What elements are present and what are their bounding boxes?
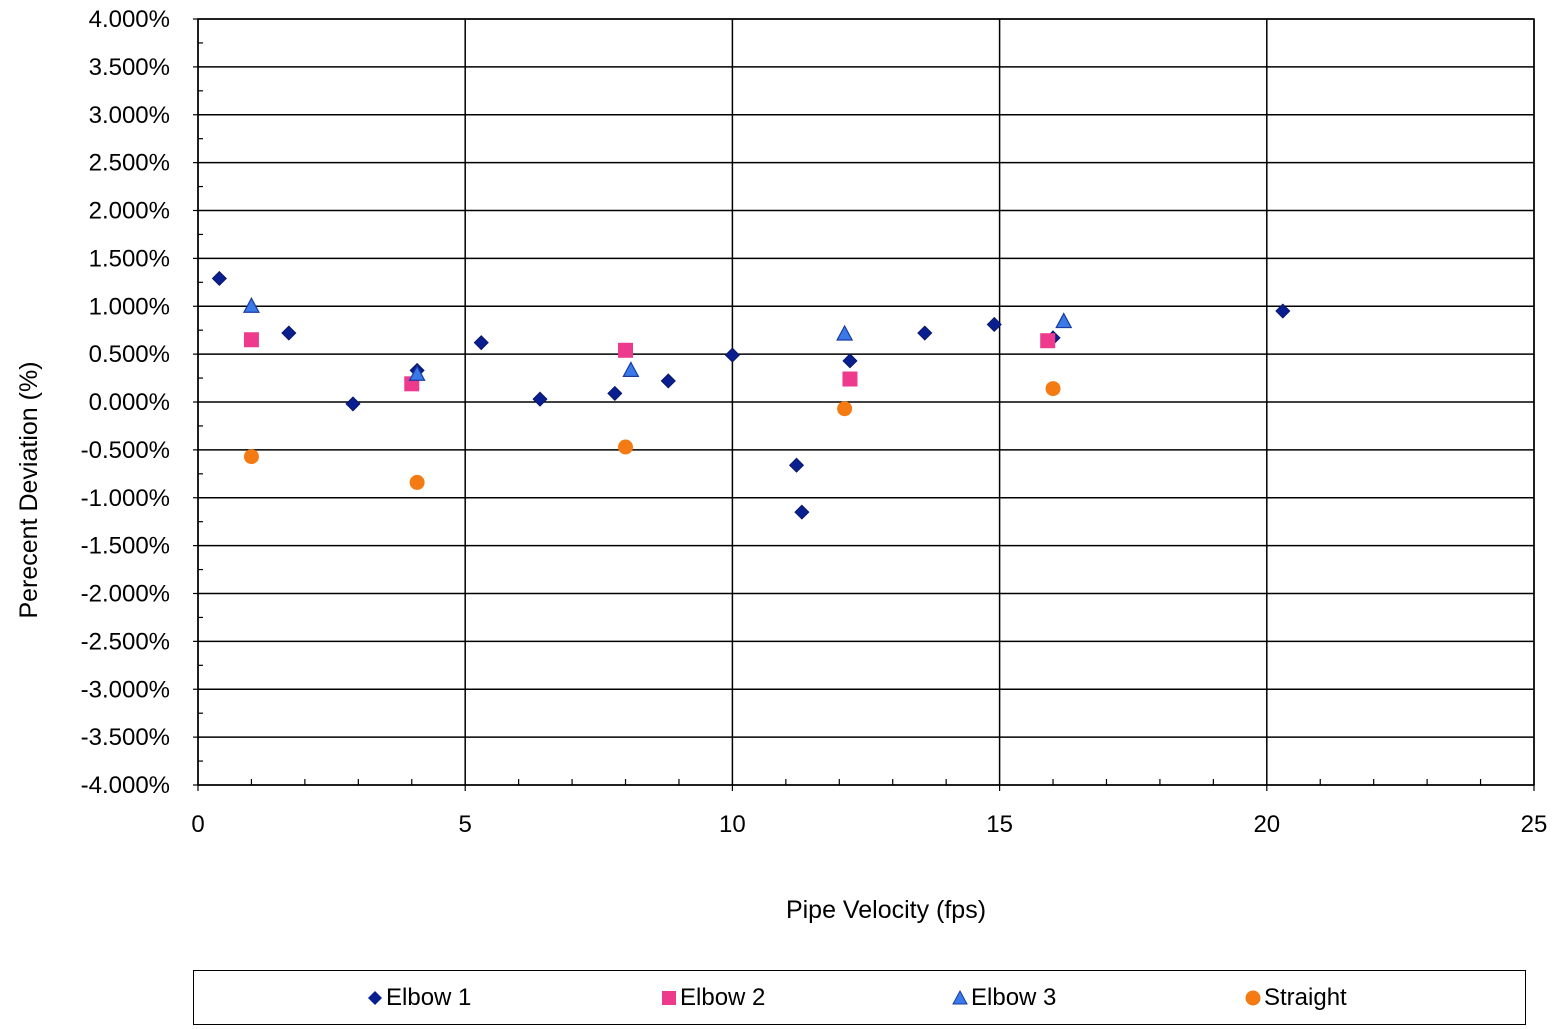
x-axis-title: Pipe Velocity (fps) xyxy=(786,896,986,924)
y-tick-labels: 4.000% 3.500% 3.000% 2.500% 2.000% 1.500% 1.00… xyxy=(81,6,170,799)
point-elbow-2 xyxy=(842,371,858,387)
y-tick-label: -1.500% xyxy=(81,533,170,560)
point-elbow-1 xyxy=(211,270,227,287)
y-tick-label: 0.500% xyxy=(89,341,170,368)
y-tick-label: -2.500% xyxy=(81,628,170,655)
point-straight xyxy=(837,401,853,417)
point-elbow-3 xyxy=(1055,312,1073,329)
x-tick-label: 25 xyxy=(1521,811,1548,838)
point-elbow-3 xyxy=(836,324,854,341)
legend-label: Straight xyxy=(1264,983,1347,1011)
scatter-chart: 4.000% 3.500% 3.000% 2.500% 2.000% 1.500% 1.00… xyxy=(15,6,1547,924)
point-straight xyxy=(243,449,259,465)
y-tick-label: -3.500% xyxy=(81,724,170,751)
y-tick-label: 2.000% xyxy=(89,198,170,225)
point-elbow-3 xyxy=(622,361,640,378)
point-elbow-1 xyxy=(345,396,361,412)
point-straight xyxy=(618,439,634,455)
data-points xyxy=(211,270,1291,520)
chart-legend: Elbow 1 Elbow 2 Elbow 3 Straight xyxy=(193,970,1526,1025)
y-tick-label: -0.500% xyxy=(81,437,170,464)
y-tick-label: 3.000% xyxy=(89,102,170,129)
y-tick-label: 2.500% xyxy=(89,150,170,177)
point-elbow-1 xyxy=(724,347,740,363)
point-elbow-2 xyxy=(618,342,634,358)
point-elbow-1 xyxy=(660,373,676,389)
point-elbow-1 xyxy=(1275,303,1291,319)
point-straight xyxy=(409,474,425,490)
legend-label: Elbow 2 xyxy=(680,983,766,1011)
point-elbow-1 xyxy=(281,325,297,341)
x-tick-label: 10 xyxy=(719,811,746,838)
grid-lines xyxy=(197,18,1535,786)
point-elbow-1 xyxy=(842,353,858,369)
axis-ticks xyxy=(193,18,1535,791)
x-tick-labels: 0 5 10 15 20 25 xyxy=(191,811,1547,838)
legend-item-elbow-3: Elbow 3 xyxy=(951,971,1056,1024)
legend-item-elbow-1: Elbow 1 xyxy=(366,971,471,1024)
point-elbow-1 xyxy=(794,504,810,520)
point-elbow-1 xyxy=(917,325,933,341)
legend-label: Elbow 1 xyxy=(386,983,472,1011)
legend-item-elbow-2: Elbow 2 xyxy=(660,971,765,1024)
point-elbow-3 xyxy=(242,296,260,313)
y-axis-title: Perecent Deviation (%) xyxy=(15,361,43,618)
x-tick-label: 5 xyxy=(459,811,472,838)
point-elbow-3 xyxy=(408,364,426,381)
point-elbow-1 xyxy=(607,385,623,401)
y-tick-label: -4.000% xyxy=(81,772,170,799)
x-tick-label: 0 xyxy=(191,811,204,838)
point-elbow-1 xyxy=(986,316,1002,333)
triangle-marker-icon xyxy=(952,989,968,1004)
y-tick-label: 0.000% xyxy=(89,389,170,416)
point-elbow-1 xyxy=(473,335,489,351)
x-tick-label: 15 xyxy=(986,811,1013,838)
y-tick-label: 4.000% xyxy=(89,6,170,33)
point-elbow-2 xyxy=(1040,333,1056,349)
square-marker-icon xyxy=(662,990,676,1005)
y-tick-label: 3.500% xyxy=(89,54,170,81)
point-elbow-1 xyxy=(788,457,805,473)
y-tick-label: 1.500% xyxy=(89,245,170,272)
point-straight xyxy=(1045,381,1061,397)
diamond-marker-icon xyxy=(368,990,382,1005)
y-tick-label: -2.000% xyxy=(81,581,170,608)
y-tick-label: 1.000% xyxy=(89,293,170,320)
circle-marker-icon xyxy=(1245,990,1261,1005)
legend-item-straight: Straight xyxy=(1244,971,1347,1024)
y-tick-label: -1.000% xyxy=(81,485,170,512)
x-tick-label: 20 xyxy=(1253,811,1280,838)
legend-label: Elbow 3 xyxy=(971,983,1057,1011)
point-elbow-1 xyxy=(532,391,548,407)
y-tick-label: -3.000% xyxy=(81,676,170,703)
point-elbow-2 xyxy=(243,332,259,348)
